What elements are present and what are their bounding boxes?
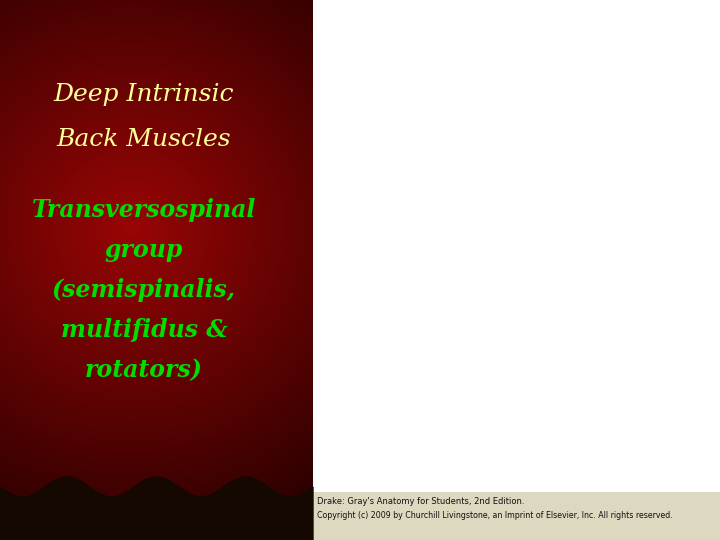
Text: rotators): rotators) [85, 358, 203, 382]
Text: group: group [105, 238, 183, 262]
Text: multifidus &: multifidus & [60, 318, 228, 342]
Bar [313, 492, 720, 540]
Text: Deep Intrinsic: Deep Intrinsic [54, 84, 234, 106]
Polygon shape [0, 477, 313, 540]
Text: Back Muscles: Back Muscles [57, 129, 231, 152]
Text: Transversospinal: Transversospinal [32, 198, 256, 222]
Text: (semispinalis,: (semispinalis, [52, 278, 236, 302]
Text: Copyright (c) 2009 by Churchill Livingstone, an Imprint of Elsevier, Inc. All ri: Copyright (c) 2009 by Churchill Livingst… [317, 511, 672, 521]
Bar [313, 0, 720, 492]
Text: Drake: Gray's Anatomy for Students, 2nd Edition.: Drake: Gray's Anatomy for Students, 2nd … [317, 497, 524, 507]
Bar [313, 0, 720, 540]
